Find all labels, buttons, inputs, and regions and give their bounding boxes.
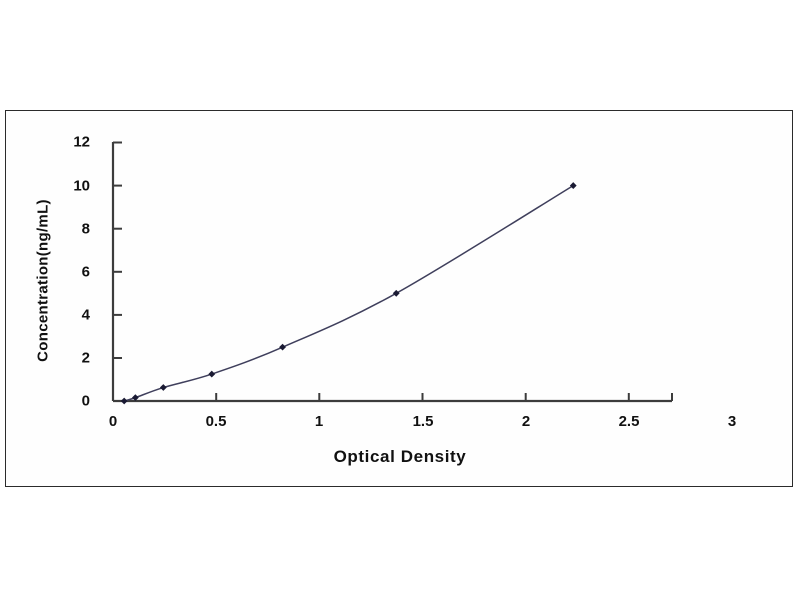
y-axis-title: Concentration(ng/mL) [34,199,52,362]
y-tick-label-12: 12 [73,133,90,151]
x-tick-label-1: 1 [314,413,324,430]
x-tick-label-0-5: 0.5 [205,413,227,430]
x-tick-label-1-5: 1.5 [412,413,434,430]
y-tick-label-4: 4 [81,306,90,324]
y-tick-label-8: 8 [81,220,90,238]
x-tick-label-0: 0 [108,413,118,430]
x-axis-title: Optical Density [333,447,467,466]
x-tick-label-2: 2 [521,413,531,430]
x-tick-label-2-5: 2.5 [618,413,640,430]
y-tick-label-0: 0 [81,392,90,410]
x-tick-label-3: 3 [727,413,737,430]
y-tick-label-10: 10 [73,177,90,195]
chart-frame [5,110,793,487]
y-tick-label-6: 6 [81,263,90,281]
y-tick-label-2: 2 [81,349,90,367]
